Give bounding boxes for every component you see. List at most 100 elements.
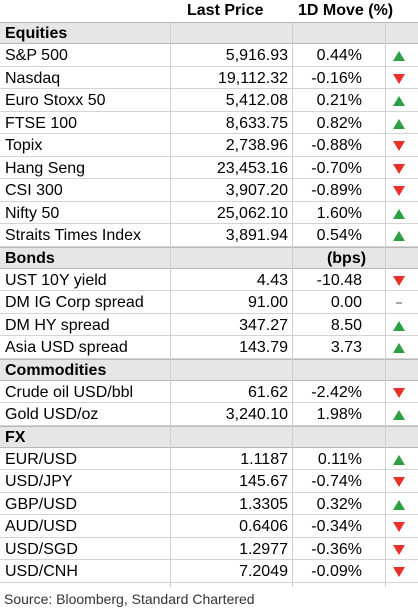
last-price: 1.3305 xyxy=(239,495,288,513)
table-row: DM HY spread 347.27 8.50 xyxy=(0,314,418,336)
daily-move: 0.54% xyxy=(316,227,362,244)
daily-move: -2.42% xyxy=(311,383,362,401)
daily-move: 0.44% xyxy=(316,47,362,64)
instrument-name: Nasdaq xyxy=(5,69,61,87)
section-unit: (bps) xyxy=(326,249,367,267)
daily-move: 0.82% xyxy=(316,114,362,132)
daily-move: 0.00 xyxy=(330,294,362,311)
instrument-name: USD/SGD xyxy=(5,540,78,558)
daily-move: 8.50 xyxy=(330,316,362,334)
down-arrow-icon xyxy=(393,73,405,84)
up-arrow-icon xyxy=(393,118,405,129)
up-arrow-icon xyxy=(393,51,405,61)
down-arrow-icon xyxy=(393,387,405,398)
last-price: 1.2977 xyxy=(239,540,288,558)
daily-move: 1.98% xyxy=(316,406,362,423)
instrument-name: GBP/USD xyxy=(5,495,78,513)
daily-move: -0.74% xyxy=(311,473,362,490)
source-note: Source: Bloomberg, Standard Chartered xyxy=(4,591,255,607)
up-arrow-icon xyxy=(393,343,405,353)
instrument-name: UST 10Y yield xyxy=(5,271,107,289)
instrument-name: DM IG Corp spread xyxy=(5,294,144,311)
instrument-name: AUD/USD xyxy=(5,518,78,535)
table-row: CSI 300 3,907.20 -0.89% xyxy=(0,179,418,202)
table-row: Topix 2,738.96 -0.88% xyxy=(0,134,418,157)
table-row: Straits Times Index 3,891.94 0.54% xyxy=(0,224,418,247)
daily-move: 3.73 xyxy=(330,339,362,356)
down-arrow-icon xyxy=(393,141,405,151)
table-row: Euro Stoxx 50 5,412.08 0.21% xyxy=(0,89,418,112)
instrument-name: CSI 300 xyxy=(5,182,63,199)
last-price: 145.67 xyxy=(239,473,288,490)
section-header-bonds: Bonds (bps) xyxy=(0,246,418,269)
daily-move: 0.11% xyxy=(317,450,362,468)
last-price: 23,453.16 xyxy=(216,159,288,177)
last-price: 19,112.32 xyxy=(218,69,288,87)
down-arrow-icon xyxy=(393,275,405,286)
down-arrow-icon xyxy=(393,186,405,196)
column-divider xyxy=(292,22,293,587)
table-row: Nasdaq 19,112.32 -0.16% xyxy=(0,67,418,89)
daily-move: 0.32% xyxy=(316,495,362,513)
last-price: 3,891.94 xyxy=(225,227,288,244)
up-arrow-icon xyxy=(393,96,405,106)
down-arrow-icon xyxy=(393,477,405,487)
daily-move: -0.16% xyxy=(311,69,362,87)
down-arrow-icon xyxy=(393,163,405,174)
table-row: GBP/USD 1.3305 0.32% xyxy=(0,493,418,515)
instrument-name: EUR/USD xyxy=(5,450,78,468)
daily-move: -0.09% xyxy=(311,563,362,580)
up-arrow-icon xyxy=(393,410,405,420)
section-header-equities: Equities xyxy=(0,22,418,44)
table-row: AUD/USD 0.6406 -0.34% xyxy=(0,515,418,538)
up-arrow-icon xyxy=(393,320,405,331)
section-header-fx: FX xyxy=(0,425,418,448)
last-price: 25,062.10 xyxy=(216,204,288,222)
column-divider xyxy=(170,22,171,587)
down-arrow-icon xyxy=(393,567,405,577)
last-price: 2,738.96 xyxy=(225,137,288,154)
instrument-name: Crude oil USD/bbl xyxy=(5,383,134,401)
last-price-header: Last Price xyxy=(187,2,264,19)
table-row: USD/JPY 145.67 -0.74% xyxy=(0,470,418,493)
up-arrow-icon xyxy=(393,208,405,219)
instrument-name: USD/CNH xyxy=(5,563,78,580)
last-price: 143.79 xyxy=(239,339,288,356)
table-row: EUR/USD 1.1187 0.11% xyxy=(0,448,418,470)
table-row: S&P 500 5,916.93 0.44% xyxy=(0,44,418,67)
daily-move-header: 1D Move (%) xyxy=(298,2,394,19)
table-row: DM IG Corp spread 91.00 0.00 xyxy=(0,291,418,314)
section-title: Commodities xyxy=(5,361,107,379)
last-price: 0.6406 xyxy=(239,518,288,535)
table-body: Equities S&P 500 5,916.93 0.44% Nasdaq 19,112… xyxy=(0,22,418,583)
daily-move: -0.36% xyxy=(311,540,362,558)
daily-move: 1.60% xyxy=(316,204,362,222)
last-price: 3,907.20 xyxy=(225,182,288,199)
down-arrow-icon xyxy=(393,522,405,532)
instrument-name: Topix xyxy=(5,137,43,154)
instrument-name: Asia USD spread xyxy=(5,339,128,356)
last-price: 5,412.08 xyxy=(225,92,288,109)
table-row: Nifty 50 25,062.10 1.60% xyxy=(0,202,418,224)
instrument-name: Gold USD/oz xyxy=(5,406,99,423)
table-row: Hang Seng 23,453.16 -0.70% xyxy=(0,157,418,179)
last-price: 347.27 xyxy=(239,316,288,334)
table-header: Last Price 1D Move (%) xyxy=(0,0,418,22)
table-row: Asia USD spread 143.79 3.73 xyxy=(0,336,418,359)
section-title: Equities xyxy=(5,25,68,42)
flat-dash-icon xyxy=(396,302,402,304)
up-arrow-icon xyxy=(393,454,405,465)
last-price: 91.00 xyxy=(247,294,288,311)
instrument-name: Hang Seng xyxy=(5,159,86,177)
last-price: 61.62 xyxy=(247,383,288,401)
instrument-name: USD/JPY xyxy=(5,473,73,490)
last-price: 8,633.75 xyxy=(225,114,288,132)
last-price: 5,916.93 xyxy=(225,47,288,64)
daily-move: -0.70% xyxy=(311,159,362,177)
last-price: 7.2049 xyxy=(239,563,288,580)
up-arrow-icon xyxy=(393,499,405,510)
table-row: USD/SGD 1.2977 -0.36% xyxy=(0,538,418,560)
daily-move: -0.89% xyxy=(311,182,362,199)
section-title: Bonds xyxy=(5,249,55,267)
